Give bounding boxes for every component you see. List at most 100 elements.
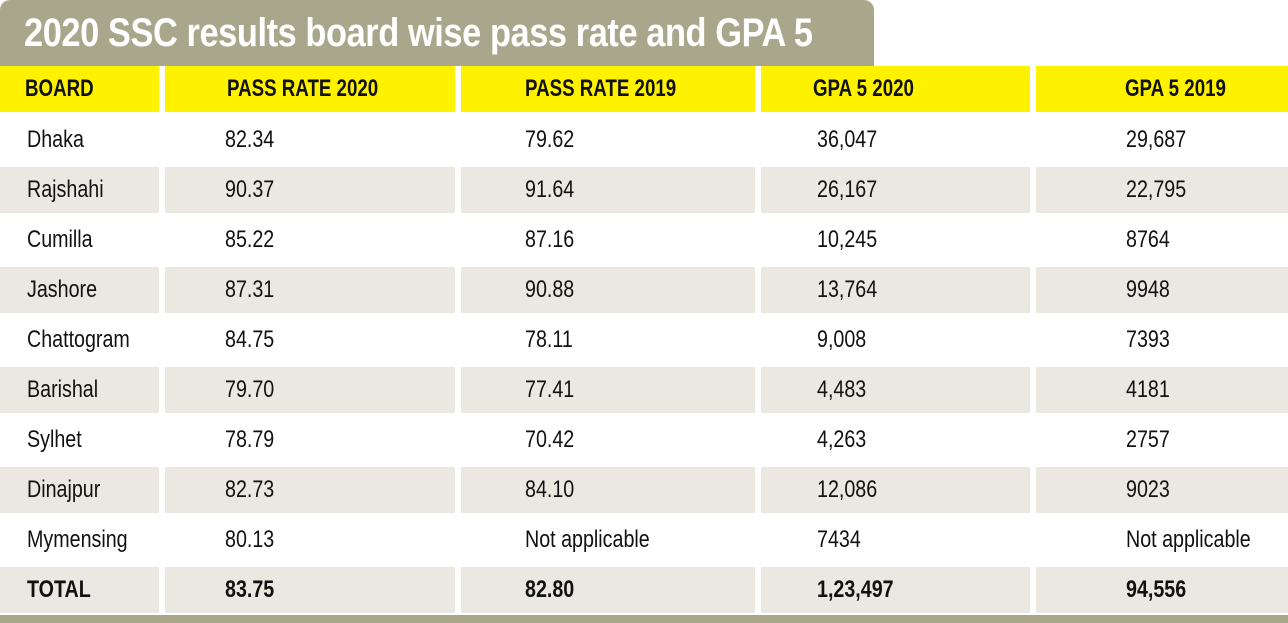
cell-gpa5-2020: 26,167 xyxy=(761,167,1030,213)
cell-pass-rate-2020: 84.75 xyxy=(165,317,455,363)
cell-pass-rate-2020: 82.73 xyxy=(165,467,455,513)
cell-gpa5-2019: 29,687 xyxy=(1036,117,1288,163)
cell-value: 7434 xyxy=(817,526,861,553)
cell-board: Chattogram xyxy=(0,317,159,363)
header-label: GPA 5 2019 xyxy=(1125,75,1226,102)
total-label: TOTAL xyxy=(27,576,91,603)
cell-value: 7393 xyxy=(1126,326,1170,353)
cell-pass-rate-2020: 90.37 xyxy=(165,167,455,213)
cell-pass-rate-2019: 70.42 xyxy=(461,417,755,463)
cell-value: 36,047 xyxy=(817,126,878,153)
cell-value: 70.42 xyxy=(525,426,575,453)
header-label: PASS RATE 2019 xyxy=(525,75,677,102)
total-value: 82.80 xyxy=(525,576,575,603)
header-cell-gpa5-2020: GPA 5 2020 xyxy=(761,66,1030,112)
title-banner: 2020 SSC results board wise pass rate an… xyxy=(0,0,874,66)
page-title: 2020 SSC results board wise pass rate an… xyxy=(24,11,813,55)
results-table: BOARD PASS RATE 2020 PASS RATE 2019 GPA … xyxy=(0,66,1288,615)
total-value: 83.75 xyxy=(225,576,275,603)
cell-board: Rajshahi xyxy=(0,167,159,213)
cell-gpa5-2019: 7393 xyxy=(1036,317,1288,363)
cell-gpa5-2020: 7434 xyxy=(761,517,1030,563)
cell-value: 2757 xyxy=(1126,426,1170,453)
cell-board: Barishal xyxy=(0,367,159,413)
cell-value: 78.79 xyxy=(225,426,275,453)
board-name: Dhaka xyxy=(27,126,84,153)
cell-pass-rate-2019: 87.16 xyxy=(461,217,755,263)
cell-gpa5-2019: 4181 xyxy=(1036,367,1288,413)
cell-gpa5-2020: 4,483 xyxy=(761,367,1030,413)
cell-board: Cumilla xyxy=(0,217,159,263)
cell-board: Dinajpur xyxy=(0,467,159,513)
cell-value: 87.16 xyxy=(525,226,575,253)
table-row: Mymensing 80.13 Not applicable 7434 Not app… xyxy=(0,515,1288,565)
board-name: Chattogram xyxy=(27,326,130,353)
cell-pass-rate-2020: 85.22 xyxy=(165,217,455,263)
table-row: Dhaka 82.34 79.62 36,047 29,687 xyxy=(0,115,1288,165)
cell-gpa5-2019: 8764 xyxy=(1036,217,1288,263)
table-row: Dinajpur 82.73 84.10 12,086 9023 xyxy=(0,465,1288,515)
cell-gpa5-2020: 13,764 xyxy=(761,267,1030,313)
cell-value: 4,263 xyxy=(817,426,867,453)
cell-pass-rate-2020: 78.79 xyxy=(165,417,455,463)
cell-value: 9023 xyxy=(1126,476,1170,503)
cell-gpa5-2019: 9948 xyxy=(1036,267,1288,313)
cell-pass-rate-2020: 87.31 xyxy=(165,267,455,313)
board-name: Dinajpur xyxy=(27,476,101,503)
cell-value: 84.75 xyxy=(225,326,275,353)
header-cell-pass-rate-2019: PASS RATE 2019 xyxy=(461,66,755,112)
board-name: Mymensing xyxy=(27,526,128,553)
cell-value: 78.11 xyxy=(525,326,573,353)
cell-value: Not applicable xyxy=(525,526,650,553)
cell-value: 87.31 xyxy=(225,276,275,303)
cell-board: Jashore xyxy=(0,267,159,313)
cell-gpa5-2019: 22,795 xyxy=(1036,167,1288,213)
cell-value: 4,483 xyxy=(817,376,867,403)
cell-pass-rate-2019: 78.11 xyxy=(461,317,755,363)
cell-value: 10,245 xyxy=(817,226,878,253)
cell-value: 4181 xyxy=(1126,376,1170,403)
cell-value: 82.34 xyxy=(225,126,275,153)
cell-board: Mymensing xyxy=(0,517,159,563)
cell-value: 82.73 xyxy=(225,476,275,503)
cell-gpa5-2020: 12,086 xyxy=(761,467,1030,513)
table-row: Jashore 87.31 90.88 13,764 9948 xyxy=(0,265,1288,315)
table-row: Barishal 79.70 77.41 4,483 4181 xyxy=(0,365,1288,415)
cell-value: 90.88 xyxy=(525,276,575,303)
cell-value: 26,167 xyxy=(817,176,878,203)
cell-pass-rate-2020: 80.13 xyxy=(165,517,455,563)
cell-value: 84.10 xyxy=(525,476,575,503)
cell-value: 80.13 xyxy=(225,526,275,553)
table-row: Sylhet 78.79 70.42 4,263 2757 xyxy=(0,415,1288,465)
board-name: Cumilla xyxy=(27,226,93,253)
cell-value: 12,086 xyxy=(817,476,878,503)
cell-gpa5-2020: 36,047 xyxy=(761,117,1030,163)
total-cell: 83.75 xyxy=(165,567,455,613)
table-row: Rajshahi 90.37 91.64 26,167 22,795 xyxy=(0,165,1288,215)
cell-gpa5-2020: 4,263 xyxy=(761,417,1030,463)
cell-board: Sylhet xyxy=(0,417,159,463)
total-cell: 94,556 xyxy=(1036,567,1288,613)
total-cell: TOTAL xyxy=(0,567,159,613)
cell-gpa5-2019: 2757 xyxy=(1036,417,1288,463)
cell-gpa5-2019: 9023 xyxy=(1036,467,1288,513)
cell-pass-rate-2019: 90.88 xyxy=(461,267,755,313)
cell-value: 22,795 xyxy=(1126,176,1187,203)
cell-gpa5-2019: Not applicable xyxy=(1036,517,1288,563)
table-header-row: BOARD PASS RATE 2020 PASS RATE 2019 GPA … xyxy=(0,66,1288,112)
header-label: PASS RATE 2020 xyxy=(227,75,379,102)
cell-value: 9948 xyxy=(1126,276,1170,303)
cell-gpa5-2020: 10,245 xyxy=(761,217,1030,263)
header-label: BOARD xyxy=(25,75,94,102)
cell-pass-rate-2019: 84.10 xyxy=(461,467,755,513)
cell-pass-rate-2020: 79.70 xyxy=(165,367,455,413)
cell-value: 8764 xyxy=(1126,226,1170,253)
cell-pass-rate-2019: 79.62 xyxy=(461,117,755,163)
cell-value: 13,764 xyxy=(817,276,878,303)
table-row: Chattogram 84.75 78.11 9,008 7393 xyxy=(0,315,1288,365)
cell-value: 91.64 xyxy=(525,176,575,203)
cell-pass-rate-2019: Not applicable xyxy=(461,517,755,563)
cell-pass-rate-2019: 91.64 xyxy=(461,167,755,213)
cell-pass-rate-2020: 82.34 xyxy=(165,117,455,163)
cell-board: Dhaka xyxy=(0,117,159,163)
